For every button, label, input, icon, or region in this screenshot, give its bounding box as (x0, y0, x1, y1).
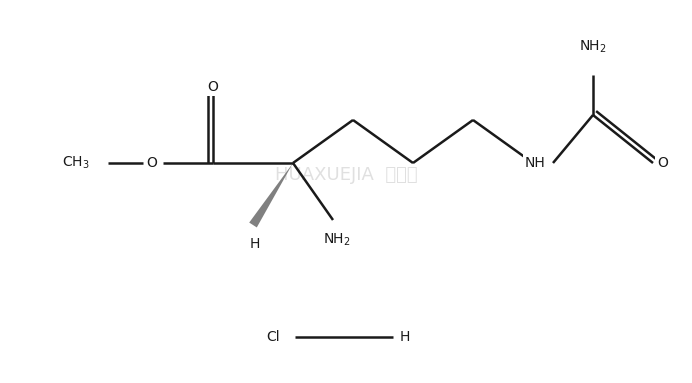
Text: Cl: Cl (266, 330, 280, 344)
Text: O: O (657, 156, 668, 170)
Text: NH: NH (525, 156, 545, 170)
Text: HUAXUEJIA  化学加: HUAXUEJIA 化学加 (275, 166, 417, 184)
Text: NH$_2$: NH$_2$ (323, 232, 351, 249)
Text: O: O (147, 156, 158, 170)
Text: O: O (208, 80, 219, 94)
Text: CH$_3$: CH$_3$ (62, 155, 90, 171)
Polygon shape (249, 163, 293, 228)
Text: H: H (400, 330, 410, 344)
Text: H: H (250, 237, 260, 251)
Text: NH$_2$: NH$_2$ (579, 39, 607, 55)
